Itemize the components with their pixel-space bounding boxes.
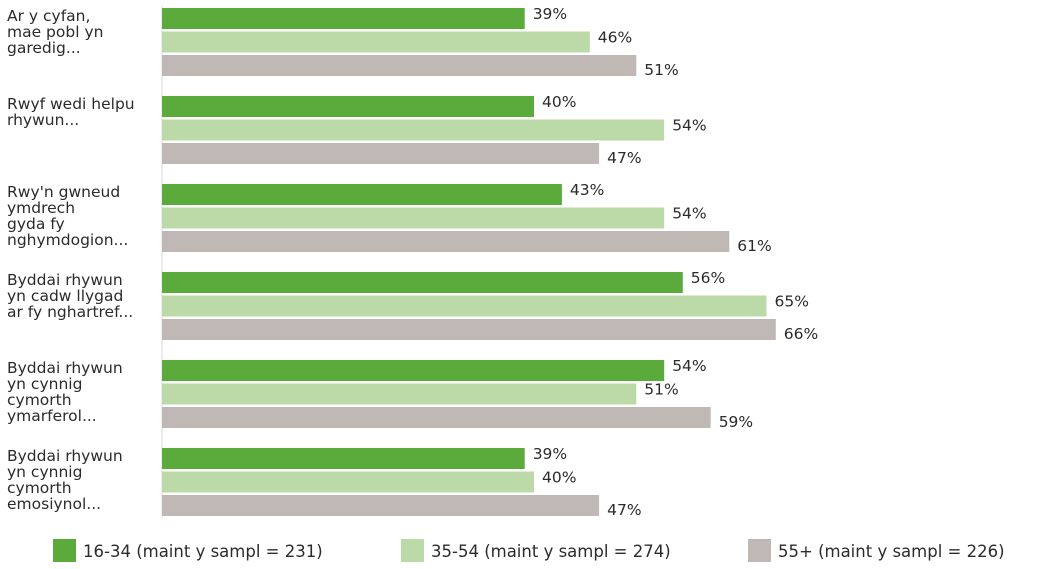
data-label: 59%	[719, 413, 753, 431]
legend-label: 55+ (maint y sampl = 226)	[778, 542, 1005, 561]
bar	[162, 8, 525, 29]
data-label: 65%	[775, 293, 809, 311]
legend-swatch	[748, 539, 771, 562]
bar	[162, 55, 637, 76]
bar	[162, 119, 665, 141]
bar	[162, 319, 776, 340]
category-label: ar fy nghartref...	[7, 303, 133, 321]
category-label: ymarferol...	[7, 407, 97, 425]
data-label: 51%	[644, 61, 678, 79]
data-label: 66%	[784, 325, 818, 343]
bar	[162, 295, 767, 317]
category-label: Rwyf wedi helpu	[7, 95, 135, 113]
data-label: 54%	[672, 117, 706, 135]
data-label: 43%	[570, 181, 604, 199]
legend-swatch	[53, 539, 76, 562]
bar	[162, 96, 534, 117]
category-label: emosiynol...	[7, 495, 101, 513]
legend-swatch	[401, 539, 424, 562]
bar	[162, 143, 600, 164]
bar	[162, 207, 665, 229]
category-label: ymdrech	[7, 199, 75, 217]
category-label: gyda fy	[7, 215, 65, 233]
data-label: 61%	[737, 237, 771, 255]
category-label: cymorth	[7, 479, 72, 497]
bar	[162, 471, 534, 493]
data-label: 47%	[607, 501, 641, 519]
data-label: 56%	[691, 269, 725, 287]
category-label: yn cynnig	[7, 463, 82, 481]
bar	[162, 495, 600, 516]
data-label: 40%	[542, 469, 576, 487]
legend-label: 35-54 (maint y sampl = 274)	[431, 542, 671, 561]
category-label: mae pobl yn	[7, 23, 103, 41]
bar	[162, 360, 665, 381]
category-label: yn cynnig	[7, 375, 82, 393]
category-label: rhywun...	[7, 111, 79, 129]
category-label: Byddai rhywun	[7, 359, 123, 377]
data-label: 47%	[607, 149, 641, 167]
data-label: 46%	[598, 29, 632, 47]
data-label: 54%	[672, 205, 706, 223]
bar	[162, 383, 637, 405]
bar	[162, 31, 590, 53]
bar	[162, 184, 562, 205]
bar	[162, 407, 711, 428]
category-label: Byddai rhywun	[7, 271, 123, 289]
bar	[162, 231, 730, 252]
data-label: 39%	[533, 5, 567, 23]
category-label: nghymdogion...	[7, 231, 128, 249]
category-label: cymorth	[7, 391, 72, 409]
category-label: Rwy'n gwneud	[7, 183, 120, 201]
data-label: 39%	[533, 445, 567, 463]
data-label: 51%	[644, 381, 678, 399]
data-label: 54%	[672, 357, 706, 375]
category-label: Ar y cyfan,	[7, 7, 90, 25]
category-label: yn cadw llygad	[7, 287, 123, 305]
legend-label: 16-34 (maint y sampl = 231)	[83, 542, 323, 561]
bar	[162, 272, 683, 293]
category-label: garedig...	[7, 39, 81, 57]
data-label: 40%	[542, 93, 576, 111]
category-label: Byddai rhywun	[7, 447, 123, 465]
bar	[162, 448, 525, 469]
